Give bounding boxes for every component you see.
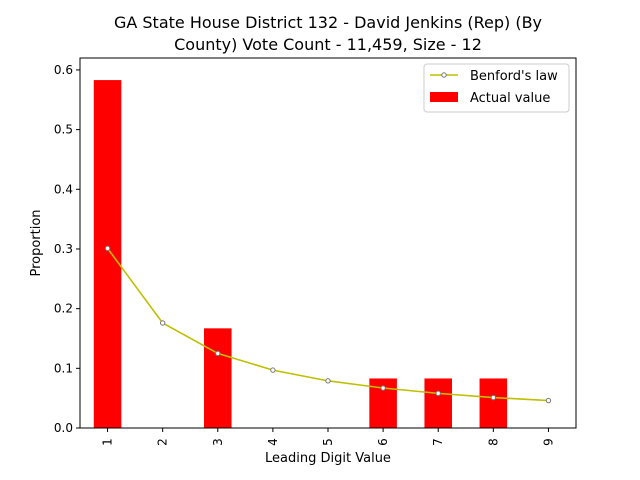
y-axis-label: Proportion <box>29 209 44 276</box>
y-tick-label: 0.4 <box>54 182 73 196</box>
benford-point-1 <box>104 245 111 252</box>
benford-point-9 <box>545 397 552 404</box>
legend-line-marker <box>441 72 447 78</box>
plot-area: 1 2 3 4 5 6 7 8 9 0.0 0.1 0.2 0.3 0.4 0.5 0.6 <box>54 63 556 446</box>
benford-point-8 <box>490 394 497 401</box>
x-tick-label: 9 <box>541 438 555 446</box>
chart-title-line-2: County) Vote Count - 11,459, Size - 12 <box>174 35 482 54</box>
x-tick-label: 2 <box>156 438 170 446</box>
bar-digit-1 <box>93 80 122 429</box>
bar-digit-3 <box>204 328 232 428</box>
x-tick-label: 5 <box>321 438 335 446</box>
x-axis-label: Leading Digit Value <box>265 451 391 466</box>
legend-frame <box>423 63 570 113</box>
legend: Benford's law Actual value <box>423 63 570 113</box>
benford-point-6 <box>380 385 386 391</box>
x-tick-label: 6 <box>376 438 390 446</box>
x-tick-label: 3 <box>211 438 225 446</box>
benford-line <box>106 247 549 402</box>
x-tick-label: 1 <box>101 438 115 446</box>
x-tick-label: 8 <box>486 438 500 446</box>
benford-point-7 <box>435 390 441 397</box>
legend-label-actual: Actual value <box>470 91 550 106</box>
x-tick-label: 7 <box>431 438 445 446</box>
benford-point-2 <box>159 320 166 326</box>
benford-point-5 <box>325 378 331 384</box>
y-tick-label: 0.3 <box>54 242 73 256</box>
y-tick-label: 0.2 <box>54 302 73 316</box>
x-tick-label: 4 <box>266 438 280 446</box>
benford-point-3 <box>215 350 221 357</box>
y-tick-label: 0.0 <box>54 421 73 435</box>
y-tick-label: 0.6 <box>54 63 73 77</box>
legend-label-benford: Benford's law <box>470 69 558 84</box>
legend-bar-swatch <box>430 92 458 102</box>
benford-point-4 <box>270 367 276 373</box>
bar-digit-8 <box>479 378 508 428</box>
chart-title-line-1: GA State House District 132 - David Jenk… <box>114 13 542 32</box>
y-tick-label: 0.5 <box>54 123 73 137</box>
bar-digit-7 <box>424 378 452 428</box>
axes-frame <box>79 57 577 429</box>
y-tick-label: 0.1 <box>54 361 73 375</box>
